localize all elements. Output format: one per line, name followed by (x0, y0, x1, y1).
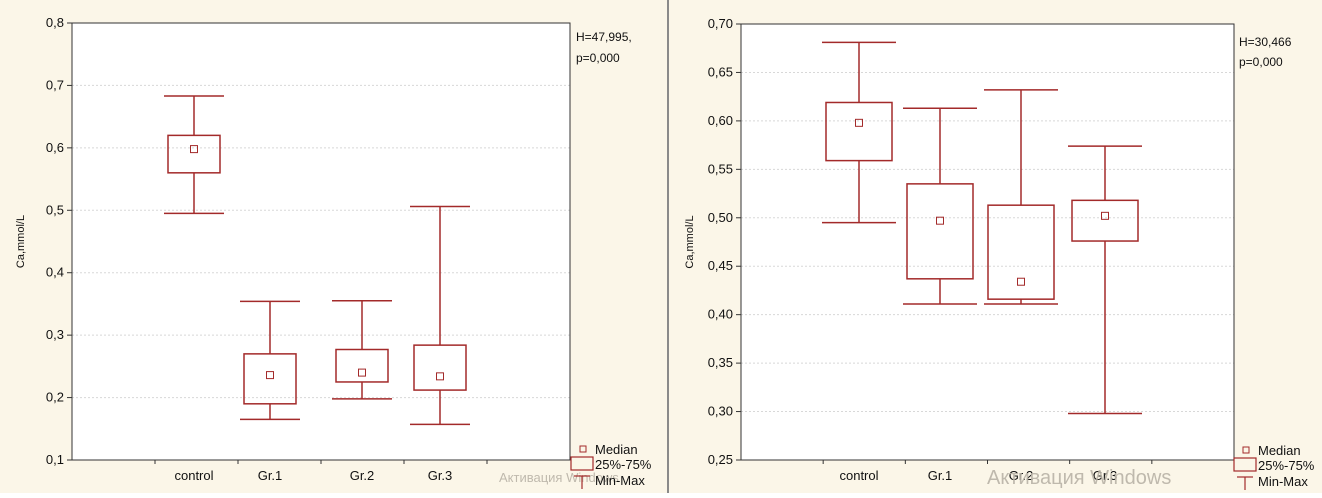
plot-border (71, 22, 571, 461)
y-tick-label: 0,2 (46, 390, 64, 405)
y-tick-label: 0,50 (708, 210, 733, 225)
y-tick-label: 0,70 (708, 16, 733, 31)
median-marker (936, 216, 944, 225)
y-axis-label: Ca,mmol/L (684, 215, 696, 268)
windows-activation-watermark: Активация Windows (499, 470, 619, 485)
median-marker (1017, 277, 1025, 286)
median-marker (1101, 211, 1109, 220)
box-control (164, 95, 224, 215)
median-marker (358, 368, 366, 377)
y-tick-label: 0,7 (46, 77, 64, 92)
y-tick-label: 0,5 (46, 202, 64, 217)
box-gr1 (903, 107, 977, 305)
legend-median-swatch (579, 445, 587, 453)
y-tick-label: 0,4 (46, 265, 64, 280)
panel-divider (667, 0, 669, 493)
stat-h-value: H=47,995, (576, 30, 632, 44)
left-chart-panel: 0,1 0,2 0,3 0,4 0,5 0,6 0,7 0,8 Ca,mmol/L control… (0, 0, 667, 493)
legend-iqr-label: 25%-75% (595, 457, 652, 472)
y-tick-label: 0,40 (708, 307, 733, 322)
iqr-box (825, 101, 893, 162)
y-tick-label: 0,30 (708, 404, 733, 419)
stat-p-value: p=0,000 (1239, 55, 1283, 69)
legend-median-label: Median (595, 442, 638, 457)
x-category-label: control (839, 468, 878, 483)
box-gr1 (240, 300, 300, 421)
y-axis-label: Ca,mmol/L (15, 215, 27, 268)
y-tick-label: 0,35 (708, 355, 733, 370)
y-tick-label: 0,3 (46, 327, 64, 342)
x-category-label: Gr.2 (350, 468, 375, 483)
y-tick-label: 0,25 (708, 452, 733, 467)
iqr-box (906, 183, 974, 280)
box-gr3 (410, 205, 470, 426)
left-boxplot-chart: 0,1 0,2 0,3 0,4 0,5 0,6 0,7 0,8 Ca,mmol/L control… (15, 15, 652, 489)
y-tick-label: 0,65 (708, 64, 733, 79)
median-marker (855, 118, 863, 127)
plot-area (72, 23, 570, 460)
iqr-box (335, 348, 389, 383)
iqr-box (1071, 199, 1139, 242)
box-gr2 (984, 89, 1058, 305)
box-gr3 (1068, 145, 1142, 415)
x-category-label: Gr.2 (1009, 468, 1034, 483)
legend-iqr-swatch (1233, 457, 1257, 472)
x-category-label: Gr.3 (428, 468, 453, 483)
iqr-box (987, 204, 1055, 300)
stat-h-value: H=30,466 (1239, 35, 1292, 49)
iqr-box (167, 134, 221, 174)
legend-iqr-swatch (570, 456, 594, 471)
y-tick-label: 0,8 (46, 15, 64, 30)
median-marker (436, 372, 444, 381)
stat-p-value: p=0,000 (576, 51, 620, 65)
y-tick-label: 0,6 (46, 140, 64, 155)
y-tick-label: 0,45 (708, 258, 733, 273)
median-marker (190, 145, 198, 154)
iqr-box (413, 344, 467, 391)
right-chart-panel: 0,25 0,30 0,35 0,40 0,45 0,50 0,55 0,60 0,65 0,70… (669, 0, 1322, 493)
plot-border (740, 23, 1235, 461)
y-tick-label: 0,1 (46, 452, 64, 467)
x-category-label: control (174, 468, 213, 483)
legend-median-swatch (1242, 446, 1250, 454)
iqr-box (243, 353, 297, 405)
x-category-label: Gr.1 (258, 468, 283, 483)
y-tick-label: 0,55 (708, 161, 733, 176)
windows-activation-watermark: Активация Windows (987, 467, 1171, 489)
box-gr2 (332, 300, 392, 400)
median-marker (266, 371, 274, 380)
right-boxplot-chart: 0,25 0,30 0,35 0,40 0,45 0,50 0,55 0,60 0,65 0,70… (684, 16, 1315, 490)
y-tick-label: 0,60 (708, 113, 733, 128)
x-category-label: Gr.3 (1093, 468, 1118, 483)
x-category-label: Gr.1 (928, 468, 953, 483)
legend-median-label: Median (1258, 443, 1301, 458)
legend-iqr-label: 25%-75% (1258, 458, 1315, 473)
legend-minmax-label: Min-Max (1258, 474, 1308, 489)
box-control (822, 41, 896, 224)
legend-minmax-label: Min-Max (595, 473, 645, 488)
